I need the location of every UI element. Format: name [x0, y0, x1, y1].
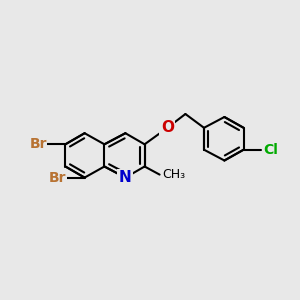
Text: O: O [161, 120, 174, 135]
Text: Br: Br [49, 171, 66, 184]
Text: Cl: Cl [263, 143, 278, 157]
Text: Br: Br [29, 137, 47, 151]
Text: N: N [119, 170, 132, 185]
Text: CH₃: CH₃ [162, 168, 185, 181]
